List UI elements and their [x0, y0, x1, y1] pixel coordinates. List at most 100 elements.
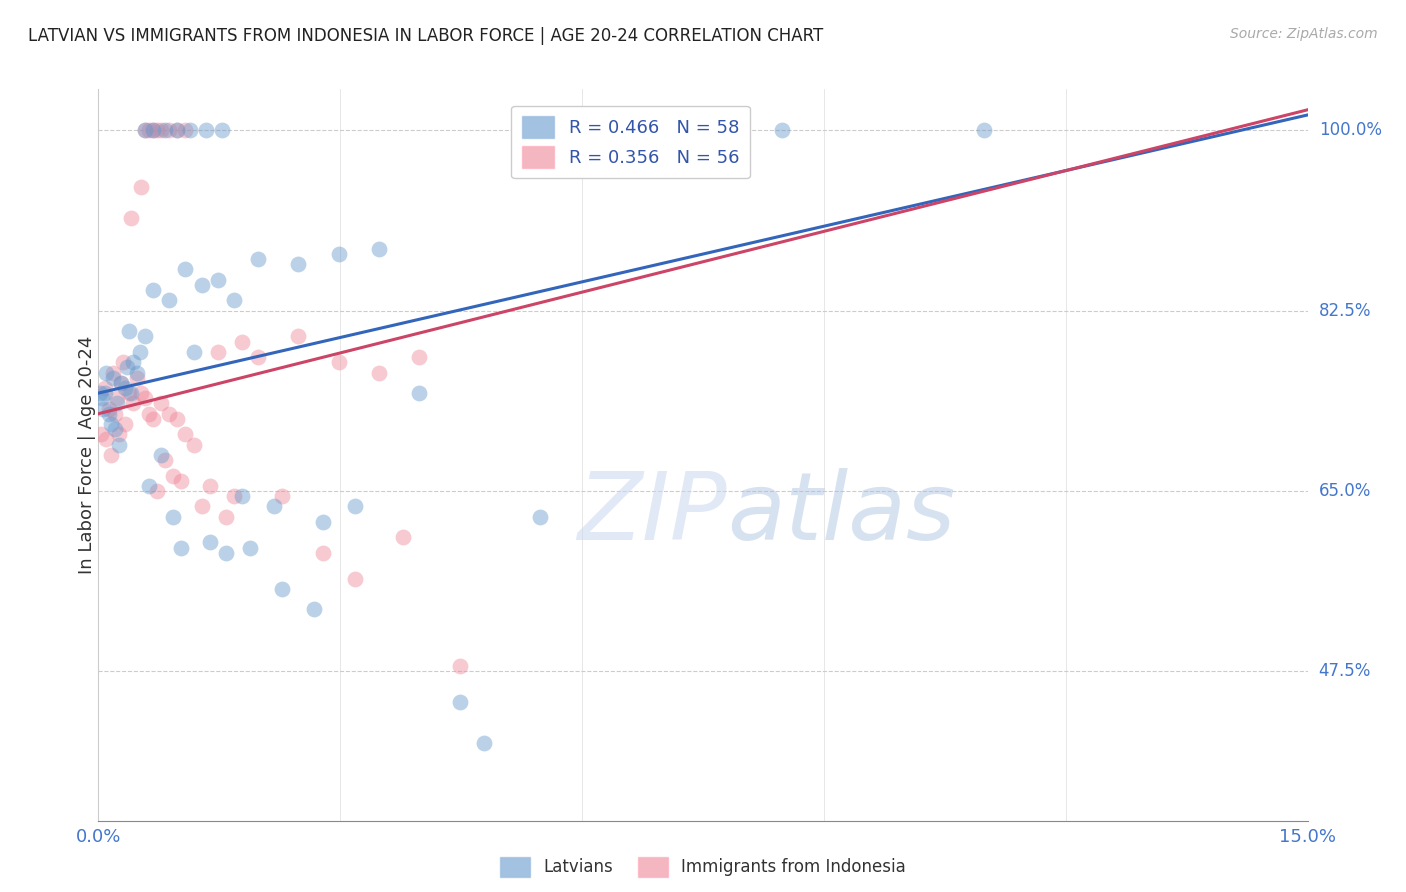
Legend: Latvians, Immigrants from Indonesia: Latvians, Immigrants from Indonesia [494, 850, 912, 884]
Point [146, 483, 169, 498]
Point [328, 247, 350, 261]
Text: Source: ZipAtlas.com: Source: ZipAtlas.com [1230, 27, 1378, 41]
Point [134, 123, 156, 137]
Point [207, 273, 229, 287]
Point [103, 422, 125, 436]
Point [449, 695, 471, 709]
Point [166, 123, 188, 137]
Point [190, 277, 212, 292]
Point [105, 391, 128, 405]
Point [198, 535, 221, 549]
Point [304, 602, 326, 616]
Point [215, 546, 238, 560]
Point [142, 412, 165, 426]
Point [529, 509, 551, 524]
Point [105, 396, 128, 410]
Text: ZIP: ZIP [578, 468, 727, 559]
Point [142, 123, 165, 137]
Point [155, 453, 177, 467]
Point [222, 293, 245, 308]
Point [138, 407, 160, 421]
Point [610, 123, 633, 137]
Point [101, 366, 124, 380]
Point [311, 515, 333, 529]
Point [142, 283, 165, 297]
Point [134, 329, 156, 343]
Point [170, 474, 193, 488]
Point [138, 479, 160, 493]
Point [368, 366, 391, 380]
Text: LATVIAN VS IMMIGRANTS FROM INDONESIA IN LABOR FORCE | AGE 20-24 CORRELATION CHAR: LATVIAN VS IMMIGRANTS FROM INDONESIA IN … [28, 27, 824, 45]
Text: 47.5%: 47.5% [1319, 662, 1371, 681]
Y-axis label: In Labor Force | Age 20-24: In Labor Force | Age 20-24 [79, 335, 96, 574]
Point [100, 417, 122, 431]
Text: 65.0%: 65.0% [1319, 482, 1371, 500]
Point [101, 370, 124, 384]
Text: atlas: atlas [727, 468, 956, 559]
Point [96, 366, 118, 380]
Point [170, 541, 193, 555]
Point [287, 257, 309, 271]
Point [129, 386, 152, 401]
Point [343, 572, 366, 586]
Point [408, 386, 430, 401]
Point [150, 448, 173, 462]
Point [97, 401, 120, 416]
Legend: R = 0.466   N = 58, R = 0.356   N = 56: R = 0.466 N = 58, R = 0.356 N = 56 [510, 105, 749, 178]
Point [247, 252, 270, 267]
Point [110, 376, 132, 390]
Point [118, 386, 141, 401]
Point [91, 401, 114, 416]
Point [166, 412, 188, 426]
Point [287, 329, 309, 343]
Point [231, 334, 253, 349]
Point [127, 370, 149, 384]
Point [100, 448, 122, 462]
Point [222, 489, 245, 503]
Point [231, 489, 253, 503]
Point [114, 417, 136, 431]
Point [157, 407, 180, 421]
Point [97, 407, 120, 421]
Point [328, 355, 350, 369]
Point [103, 407, 125, 421]
Point [157, 293, 180, 308]
Point [127, 366, 149, 380]
Point [183, 437, 205, 451]
Point [207, 345, 229, 359]
Point [368, 242, 391, 256]
Point [211, 123, 233, 137]
Point [120, 211, 142, 225]
Point [239, 541, 262, 555]
Point [162, 468, 184, 483]
Point [179, 123, 201, 137]
Point [731, 123, 754, 137]
Point [770, 123, 793, 137]
Point [96, 433, 118, 447]
Point [392, 530, 415, 544]
Text: 100.0%: 100.0% [1319, 121, 1382, 139]
Point [174, 427, 197, 442]
Point [150, 123, 173, 137]
Point [122, 396, 145, 410]
Point [110, 376, 132, 390]
Point [108, 427, 131, 442]
Point [311, 546, 333, 560]
Point [973, 123, 995, 137]
Point [183, 345, 205, 359]
Point [134, 123, 156, 137]
Point [117, 360, 139, 375]
Point [129, 180, 152, 194]
Point [90, 391, 112, 405]
Point [166, 123, 188, 137]
Point [120, 386, 142, 401]
Point [157, 123, 180, 137]
Point [129, 345, 152, 359]
Point [138, 123, 160, 137]
Point [198, 479, 221, 493]
Point [155, 123, 177, 137]
Point [94, 381, 117, 395]
Point [146, 123, 169, 137]
Point [174, 262, 197, 277]
Point [194, 123, 217, 137]
